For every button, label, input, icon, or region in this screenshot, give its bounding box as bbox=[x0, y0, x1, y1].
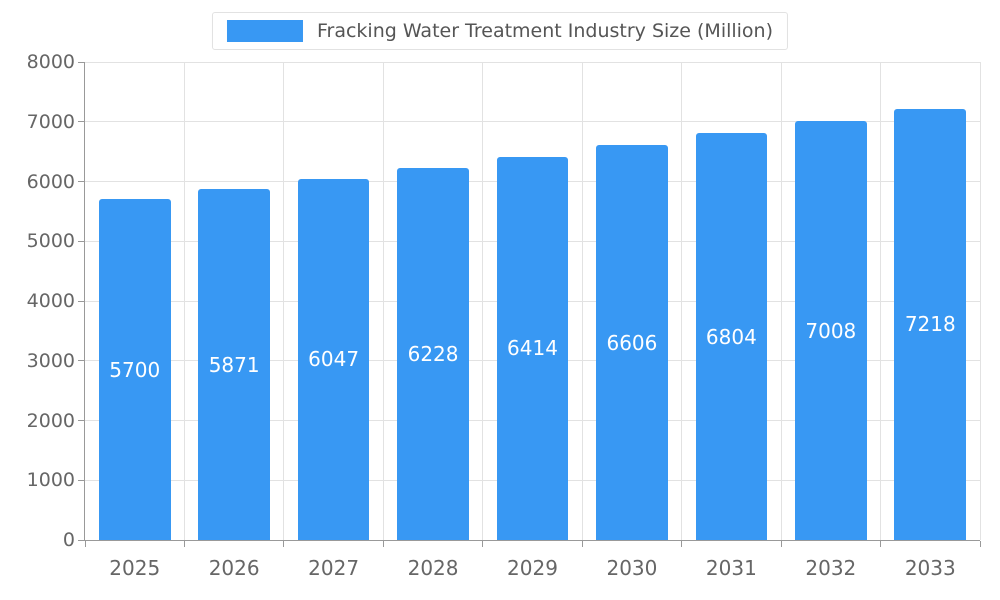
bar-value-label: 6414 bbox=[507, 336, 558, 361]
bar-value-label: 7008 bbox=[805, 318, 857, 343]
x-axis-label: 2033 bbox=[904, 556, 956, 580]
vertical-gridline bbox=[681, 62, 683, 540]
y-axis-label: 4000 bbox=[26, 290, 75, 312]
x-axis-label: 2026 bbox=[208, 556, 260, 580]
y-axis-label: 5000 bbox=[26, 230, 75, 253]
x-axis-label: 2027 bbox=[308, 556, 360, 580]
y-axis-tick bbox=[78, 479, 84, 481]
x-axis-tick bbox=[382, 541, 384, 547]
y-axis-label: 8000 bbox=[26, 51, 75, 73]
bar-2030: 6606 bbox=[596, 145, 668, 540]
bar-value-label: 6228 bbox=[407, 341, 459, 366]
bar-2032: 7008 bbox=[795, 121, 867, 540]
vertical-gridline bbox=[482, 62, 484, 540]
x-axis-tick bbox=[482, 541, 484, 547]
vertical-gridline bbox=[780, 62, 782, 540]
y-axis-tick bbox=[78, 121, 84, 123]
legend-swatch[interactable] bbox=[226, 20, 303, 42]
x-axis-tick bbox=[283, 541, 285, 547]
horizontal-gridline bbox=[85, 121, 980, 123]
bar-2025: 5700 bbox=[98, 199, 171, 540]
y-axis-label: 6000 bbox=[26, 170, 75, 193]
vertical-gridline bbox=[382, 62, 384, 540]
bar-2027: 6047 bbox=[297, 178, 370, 540]
y-axis-label: 3000 bbox=[26, 349, 75, 372]
bar-value-label: 5700 bbox=[109, 357, 161, 382]
bar-value-label: 6606 bbox=[606, 330, 658, 355]
y-axis-label: 7000 bbox=[26, 110, 75, 133]
x-axis-tick bbox=[780, 541, 782, 547]
bar-2028: 6228 bbox=[397, 167, 469, 540]
y-axis-label: 1000 bbox=[26, 469, 75, 492]
x-axis-tick bbox=[979, 541, 981, 547]
y-axis-label: 2000 bbox=[26, 409, 75, 432]
y-axis-tick bbox=[78, 61, 84, 63]
x-axis-label: 2032 bbox=[805, 556, 857, 580]
y-axis-tick bbox=[78, 539, 84, 541]
bar-2031: 6804 bbox=[695, 133, 768, 540]
chart-legend[interactable]: Fracking Water Treatment Industry Size (… bbox=[211, 12, 789, 50]
vertical-gridline bbox=[581, 62, 583, 540]
bar-value-label: 7218 bbox=[904, 312, 956, 337]
x-axis-label: 2029 bbox=[507, 556, 558, 580]
bar-2033: 7218 bbox=[894, 108, 967, 540]
bar-2029: 6414 bbox=[496, 156, 569, 540]
x-axis-tick bbox=[183, 541, 185, 547]
y-axis-tick bbox=[78, 360, 84, 362]
x-axis-label: 2030 bbox=[606, 556, 658, 580]
y-axis-tick bbox=[78, 420, 84, 421]
horizontal-gridline bbox=[85, 61, 980, 63]
y-axis-tick bbox=[78, 240, 84, 242]
x-axis-tick bbox=[681, 541, 683, 547]
x-axis-label: 2028 bbox=[407, 556, 459, 580]
x-axis-label: 2025 bbox=[109, 556, 161, 580]
bar-value-label: 6804 bbox=[705, 324, 757, 349]
y-axis-tick bbox=[78, 300, 84, 302]
x-axis-tick bbox=[880, 541, 882, 547]
bar-2026: 5871 bbox=[198, 189, 270, 540]
x-axis-tick bbox=[581, 541, 583, 547]
x-axis-tick bbox=[84, 541, 86, 547]
y-axis-line bbox=[84, 62, 85, 540]
vertical-gridline bbox=[183, 62, 185, 540]
vertical-gridline bbox=[283, 62, 285, 540]
x-axis-label: 2031 bbox=[705, 556, 757, 580]
y-axis-label: 0 bbox=[62, 529, 75, 551]
y-axis-tick bbox=[78, 181, 84, 182]
bar-value-label: 5871 bbox=[208, 352, 260, 377]
x-axis-line bbox=[84, 540, 980, 541]
legend-label[interactable]: Fracking Water Treatment Industry Size (… bbox=[316, 20, 774, 42]
vertical-gridline bbox=[880, 62, 882, 540]
vertical-gridline bbox=[979, 62, 981, 540]
plot-area: 5700 5871 6047 6228 6414 6606 6804 7008 7218 bbox=[78, 61, 981, 547]
bar-value-label: 6047 bbox=[308, 347, 360, 372]
